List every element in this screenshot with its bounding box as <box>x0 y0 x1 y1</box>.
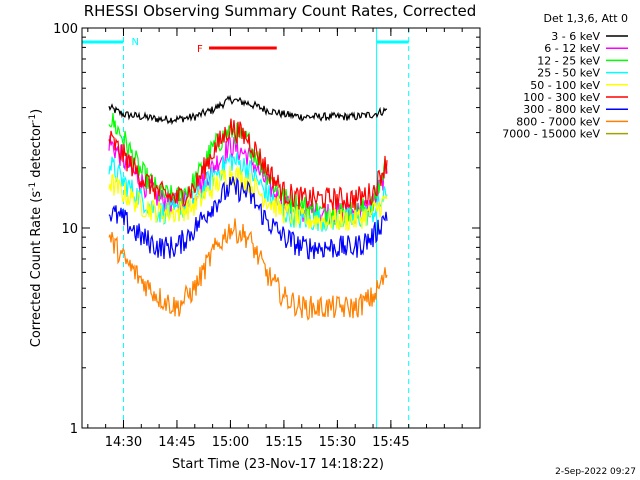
legend-entry-label: 300 - 800 keV <box>523 103 600 116</box>
x-tick-label: 15:00 <box>212 435 249 450</box>
x-tick-label: 15:30 <box>319 435 356 450</box>
night-flag-label: N <box>131 37 138 48</box>
legend-entry-label: 7000 - 15000 keV <box>502 128 600 141</box>
axes: 14:30 14:45 15:00 15:15 15:30 15:45 1 10 100 <box>53 22 481 450</box>
y-tick-label: 1 <box>70 422 78 437</box>
x-axis-label: Start Time (23-Nov-17 14:18:22) <box>172 457 384 472</box>
x-tick-label: 15:15 <box>265 435 302 450</box>
legend-entry-label: 25 - 50 keV <box>537 67 600 80</box>
legend-entry-label: 3 - 6 keV <box>551 30 600 43</box>
x-tick-label: 15:45 <box>372 435 409 450</box>
legend-entry-label: 12 - 25 keV <box>537 54 600 67</box>
series-group <box>108 112 388 226</box>
legend-entry-label: 50 - 100 keV <box>530 79 600 92</box>
series-line <box>108 218 388 321</box>
legend-entry-label: 800 - 7000 keV <box>516 115 600 128</box>
x-tick-label: 14:30 <box>105 435 142 450</box>
y-tick-label: 100 <box>53 22 78 37</box>
series-line <box>108 118 388 211</box>
y-axis-label: Corrected Count Rate (s-1 detector-1) <box>28 109 44 347</box>
legend-header: Det 1,3,6, Att 0 <box>544 12 628 25</box>
series-layer <box>108 94 388 321</box>
legend-entry-label: 6 - 12 keV <box>544 42 600 55</box>
series-line <box>108 112 388 226</box>
footer-timestamp: 2-Sep-2022 09:27 <box>555 467 636 477</box>
series-line <box>108 94 388 126</box>
series-group <box>108 118 388 211</box>
legend-entry-label: 100 - 300 keV <box>523 91 600 104</box>
x-tick-label: 14:45 <box>158 435 195 450</box>
series-group <box>108 218 388 321</box>
y-tick-label: 10 <box>61 222 78 237</box>
series-group <box>108 94 388 126</box>
series-group <box>108 176 388 260</box>
chart-title: RHESSI Observing Summary Count Rates, Co… <box>84 2 477 20</box>
flare-flag-label: F <box>197 44 203 55</box>
series-line <box>108 176 388 260</box>
